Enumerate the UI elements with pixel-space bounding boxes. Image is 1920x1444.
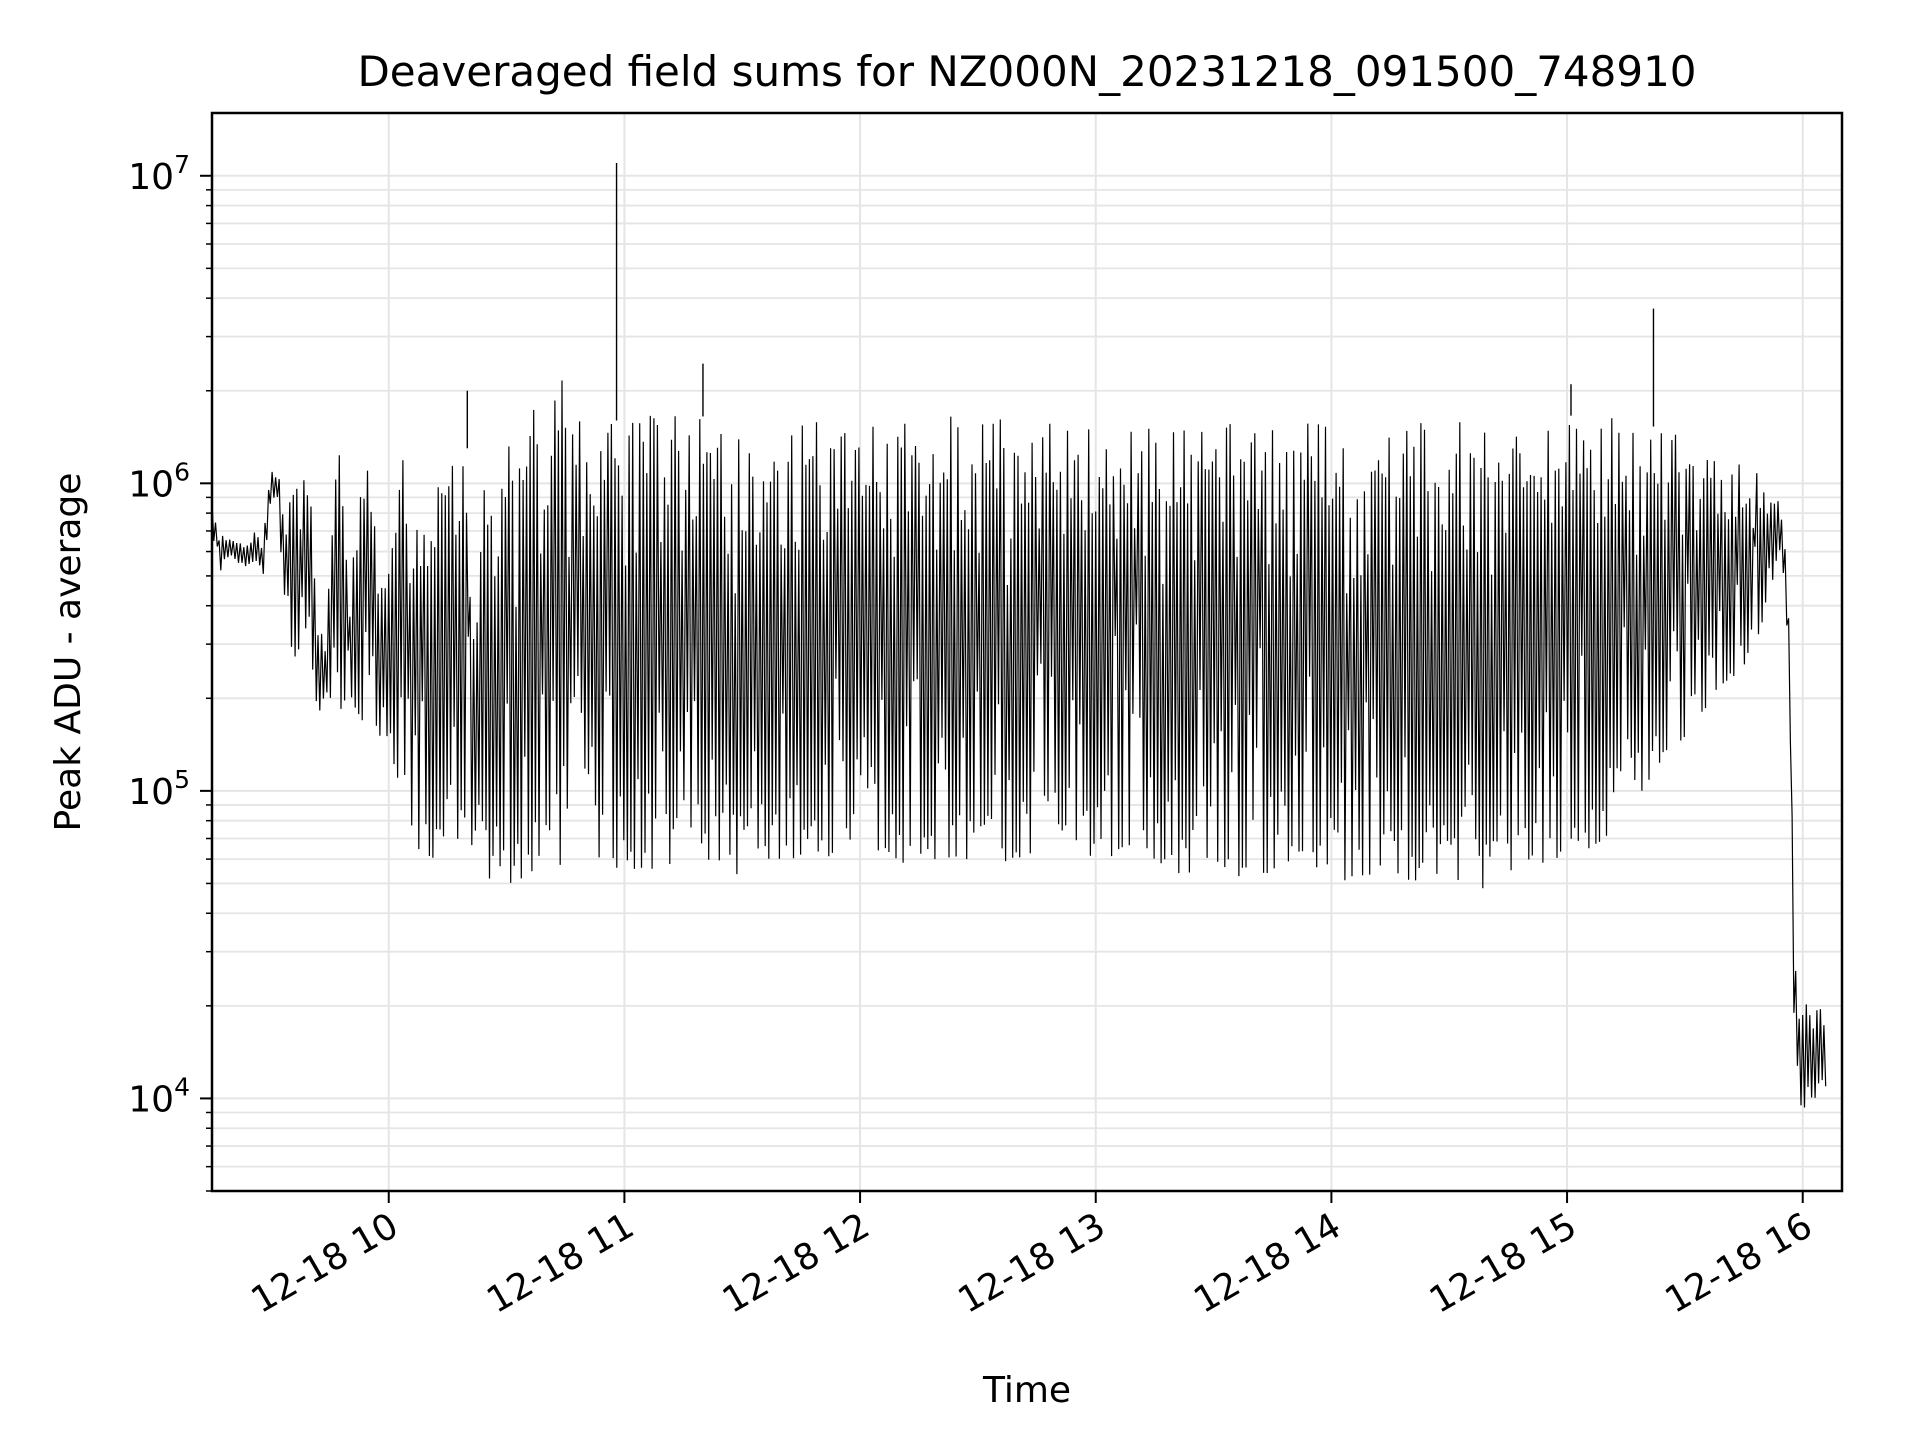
y-tick-label: 105 [128,765,190,813]
series-layer [211,163,1827,1108]
y-axis-label: Peak ADU - average [48,473,89,832]
y-tick-label: 104 [128,1072,190,1120]
y-tick-label: 107 [128,150,190,198]
x-axis-label: Time [982,1370,1071,1411]
plot-frame [210,111,1844,1193]
data-line [211,380,1827,1108]
y-tick-label: 106 [128,457,190,505]
chart-title: Deaveraged field sums for NZ000N_2023121… [357,47,1696,96]
